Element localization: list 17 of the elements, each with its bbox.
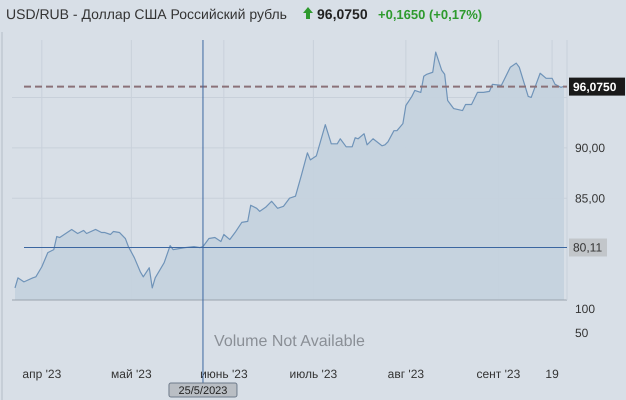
x-tick-label: 19 (545, 367, 560, 381)
x-tick-label: апр '23 (22, 367, 62, 381)
x-tick-label: сент '23 (476, 367, 521, 381)
y-tick-label: 85,00 (575, 191, 606, 206)
text: 96,0750 (317, 6, 368, 22)
ref-line-label: 96,0750 (573, 80, 617, 94)
text: Volume Not Available (214, 333, 366, 350)
x-tick-label: авг '23 (388, 367, 424, 381)
ref-line-label: 80,11 (573, 240, 602, 255)
text: 100 (575, 302, 596, 316)
text: +0,1650 (+0,17%) (378, 7, 482, 22)
x-tick-label: май '23 (111, 367, 152, 381)
chart-title: USD/RUB - Доллар США Российский рубль (6, 6, 287, 22)
x-tick-label: июль '23 (290, 367, 338, 381)
y-tick-label: 90,00 (575, 141, 606, 156)
text: 50 (575, 326, 589, 340)
ref-line-label: 25/5/2023 (178, 384, 228, 397)
